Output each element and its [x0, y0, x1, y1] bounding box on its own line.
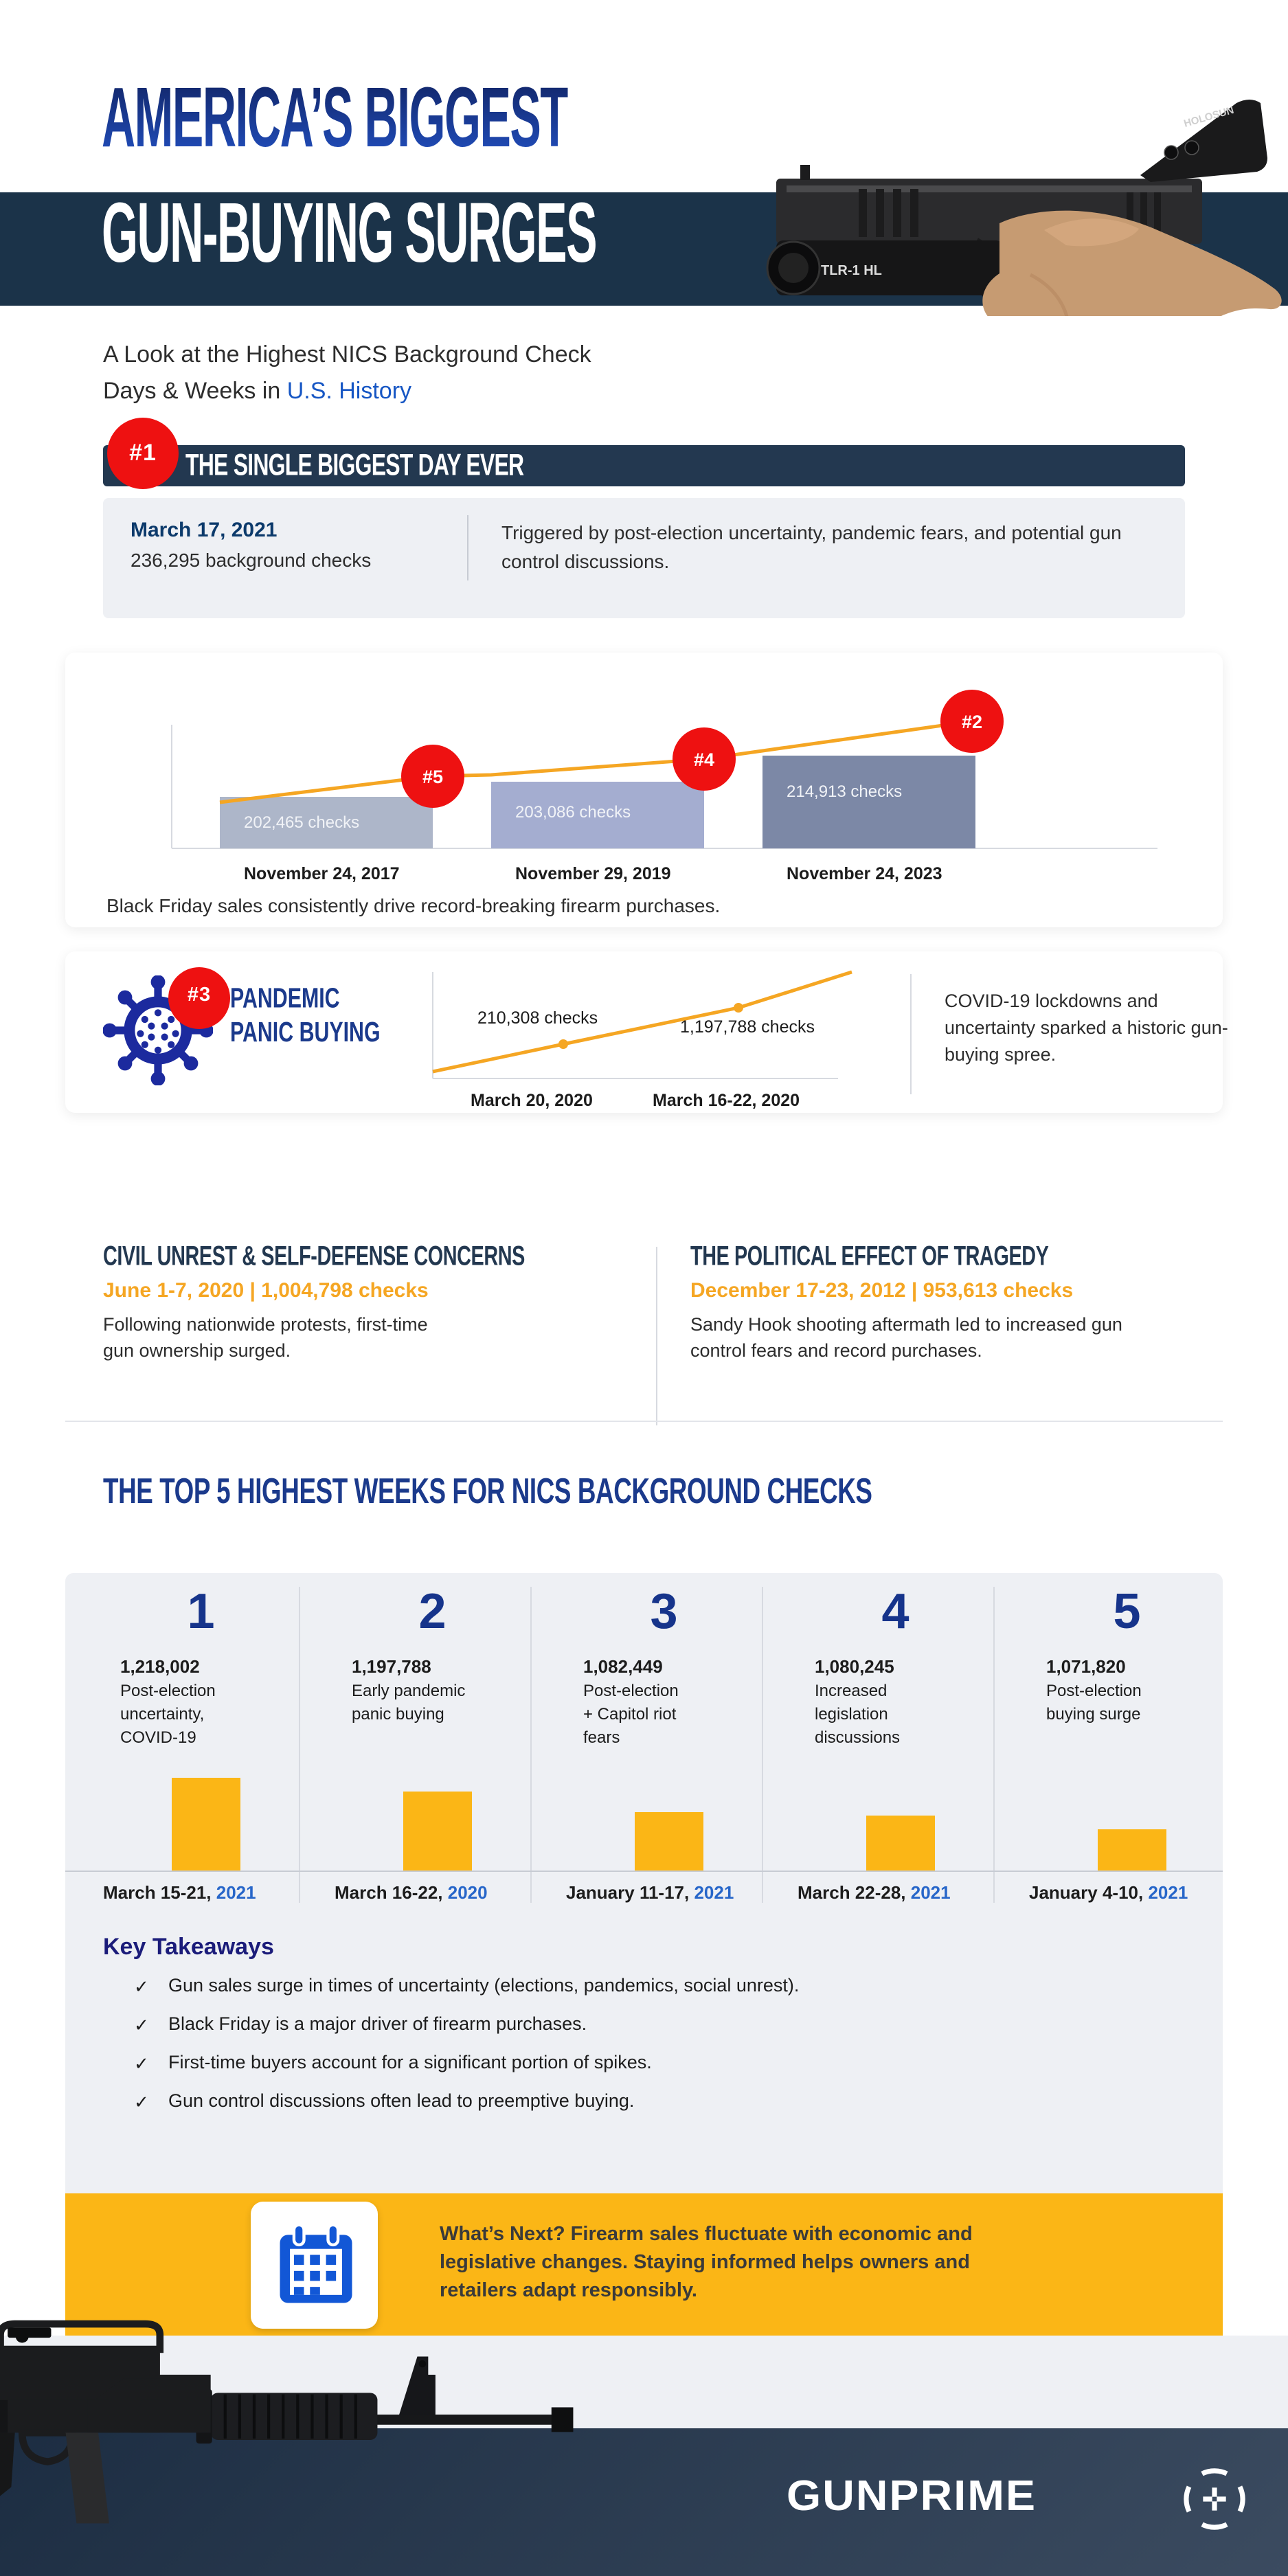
svg-text:1,197,788 checks: 1,197,788 checks: [680, 1017, 815, 1037]
svg-text:November 29, 2019: November 29, 2019: [515, 864, 671, 883]
svg-text:March 16-22, 2020: March 16-22, 2020: [653, 1091, 800, 1110]
svg-text:November 24, 2017: November 24, 2017: [244, 864, 400, 883]
svg-text:March 20, 2020: March 20, 2020: [471, 1091, 593, 1110]
svg-text:203,086 checks: 203,086 checks: [515, 803, 631, 822]
svg-text:202,465 checks: 202,465 checks: [244, 813, 359, 832]
svg-text:TLR-1 HL: TLR-1 HL: [821, 263, 882, 278]
svg-text:November 24, 2023: November 24, 2023: [787, 864, 942, 883]
svg-text:#5: #5: [422, 767, 443, 787]
svg-text:#4: #4: [694, 749, 714, 770]
svg-text:214,913 checks: 214,913 checks: [787, 782, 902, 801]
svg-text:210,308 checks: 210,308 checks: [477, 1008, 598, 1028]
svg-text:Black Friday sales consistentl: Black Friday sales consistently drive re…: [106, 895, 720, 916]
svg-text:#2: #2: [962, 712, 982, 732]
